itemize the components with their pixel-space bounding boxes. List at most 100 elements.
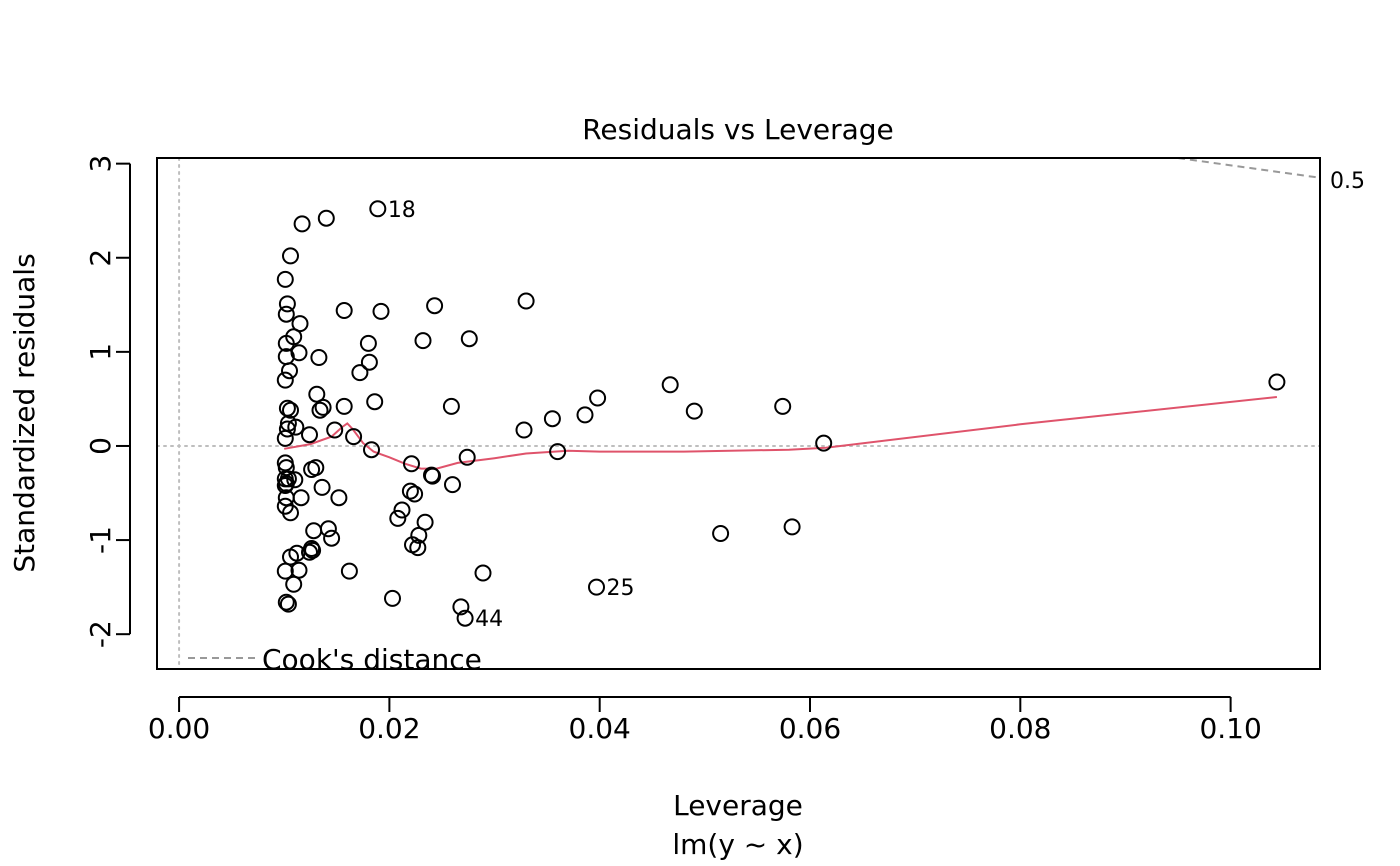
data-point [287,418,305,436]
data-point [281,362,298,380]
data-point [815,434,833,452]
data-point [460,330,478,348]
smooth-line [284,396,1278,470]
y-tick-label: 1 [84,343,117,361]
data-point [282,247,299,265]
y-axis-label: Standardized residuals [8,253,41,572]
data-point [474,564,492,582]
y-tick-label: -2 [84,620,117,648]
data-point [335,302,353,319]
data-point [424,467,441,485]
x-tick-label: 0.04 [569,712,631,745]
data-point [442,397,460,415]
data-point [359,334,377,352]
x-tick-label: 0.00 [148,712,210,745]
data-point [323,529,341,547]
data-point [314,398,332,416]
data-point [276,429,294,447]
data-point [340,562,358,580]
data-point [279,595,297,613]
data-point [311,401,329,419]
data-point [393,501,411,519]
data-point [303,461,321,478]
data-point [414,332,432,350]
data-point [319,520,337,538]
data-point [290,344,308,362]
data-point [458,448,476,466]
data-point [276,477,294,494]
data-point [276,371,294,389]
data-point [774,397,792,415]
data-point [277,334,295,352]
data-point [278,295,296,313]
data-point [293,215,311,233]
data-point [335,397,353,415]
x-tick-label: 0.06 [779,712,841,745]
data-point [549,443,567,461]
plot-frame [156,157,1321,670]
data-point [292,489,310,507]
data-point [543,410,561,428]
data-point [1268,373,1286,391]
data-point [366,393,384,411]
data-point [310,349,328,366]
data-point [282,504,299,522]
data-point [317,209,335,227]
data-point [278,420,296,438]
data-point [515,421,533,439]
data-point [588,578,605,596]
data-point [369,200,387,218]
data-point [372,302,390,320]
data-point [301,426,318,444]
data-point [282,401,299,419]
point-label-25: 25 [607,576,635,601]
x-tick-label: 0.08 [989,712,1051,745]
plot-area: 0.5 18 25 44 0.00 0.02 0.04 0.06 0.08 0.10 -2 -1 0 1 2… [84,155,1365,745]
data-point [456,609,474,627]
chart-title: Residuals vs Leverage [582,113,894,146]
y-tick-label: 0 [84,437,117,455]
legend-label: Cook's distance [262,643,482,676]
x-tick-label: 0.10 [1199,712,1261,745]
data-point [406,485,424,503]
y-tick-label: 3 [84,155,117,173]
data-point [301,543,318,561]
data-point [384,589,401,607]
data-point [313,478,331,496]
data-point [360,353,378,371]
data-point [403,455,420,473]
data-point [330,489,348,507]
x-axis-label: Leverage [673,789,803,822]
data-point [426,297,444,315]
data-point [277,593,295,611]
data-point [345,428,363,446]
data-point [285,575,303,593]
data-point [277,305,295,323]
data-point [409,539,427,557]
data-point [389,509,407,527]
data-point [401,482,419,500]
x-tick-label: 0.02 [358,712,420,745]
y-tick-label: -1 [84,526,117,554]
data-point [326,421,344,439]
data-point [783,518,801,536]
data-point [304,541,322,559]
data-point [661,376,679,394]
point-label-44: 44 [475,607,503,632]
x-axis-sublabel: lm(y ~ x) [672,828,803,861]
data-point [685,402,703,420]
data-point [517,292,535,310]
point-label-18: 18 [388,198,416,223]
data-point [276,562,294,580]
data-point [712,525,730,542]
cooks-contour-label: 0.5 [1330,169,1365,194]
cooks-distance-contour [1177,158,1320,179]
y-tick-label: 2 [84,249,117,267]
data-point [305,522,323,540]
data-point [286,471,304,489]
data-point [589,389,607,407]
data-point [452,598,470,616]
data-point [363,441,380,459]
data-point [351,364,369,382]
